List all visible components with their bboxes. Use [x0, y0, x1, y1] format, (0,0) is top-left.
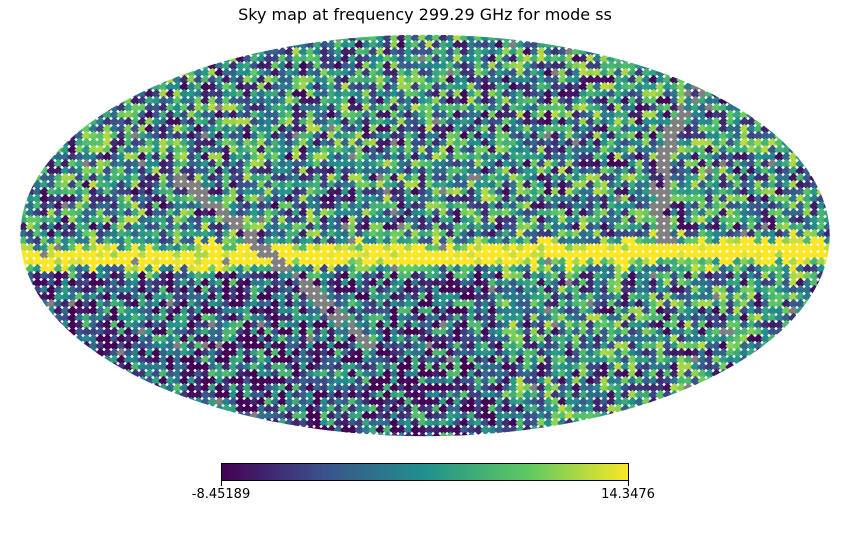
- mollweide-projection: [19, 34, 831, 437]
- colorbar-min-label: -8.45189: [191, 487, 251, 502]
- map-pixels: [20, 34, 830, 437]
- colorbar: [221, 463, 629, 481]
- map-title: Sky map at frequency 299.29 GHz for mode…: [238, 5, 612, 24]
- sky-map: [18, 33, 832, 438]
- colorbar-max-tick: [628, 481, 629, 486]
- map-boundary: [19, 34, 831, 437]
- colorbar-min-tick: [221, 481, 222, 486]
- colorbar-max-label: 14.3476: [601, 487, 655, 502]
